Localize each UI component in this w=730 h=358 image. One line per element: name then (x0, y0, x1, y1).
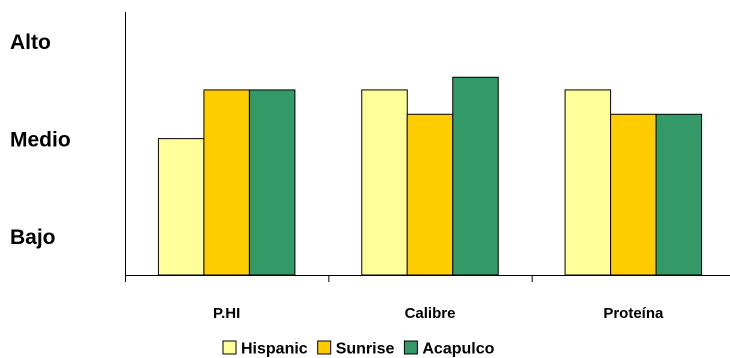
legend-swatch-sunrise (317, 340, 332, 355)
bar-hispanic-p-hi (157, 138, 205, 276)
bar-hispanic-proteina (564, 89, 612, 276)
legend: Hispanic Sunrise Acapulco (222, 340, 495, 358)
x-tick-label-calibre: Calibre (405, 305, 456, 322)
bar-acapulco-p-hi (248, 89, 296, 276)
legend-label-sunrise: Sunrise (336, 341, 395, 358)
x-tick-label-p-hi: P.HI (213, 305, 240, 322)
y-level-label-bajo: Bajo (10, 226, 56, 249)
bar-sunrise-calibre (406, 113, 454, 276)
bars (157, 76, 703, 276)
legend-swatch-acapulco (403, 340, 418, 355)
y-level-label-medio: Medio (10, 129, 71, 152)
x-axis-labels: P.HI Calibre Proteína (213, 305, 664, 322)
y-axis-labels: Bajo Medio Alto (10, 31, 71, 249)
bar-sunrise-proteina (610, 113, 657, 276)
bar-acapulco-calibre (452, 76, 499, 276)
x-tick-label-proteina: Proteína (603, 305, 664, 322)
axes (125, 12, 730, 282)
bar-sunrise-p-hi (203, 89, 250, 276)
legend-swatch-hispanic (222, 340, 237, 355)
legend-label-acapulco: Acapulco (422, 341, 494, 358)
bar-acapulco-proteina (655, 113, 703, 276)
bar-hispanic-calibre (361, 89, 408, 276)
y-level-label-alto: Alto (10, 31, 51, 54)
legend-label-hispanic: Hispanic (241, 341, 308, 358)
